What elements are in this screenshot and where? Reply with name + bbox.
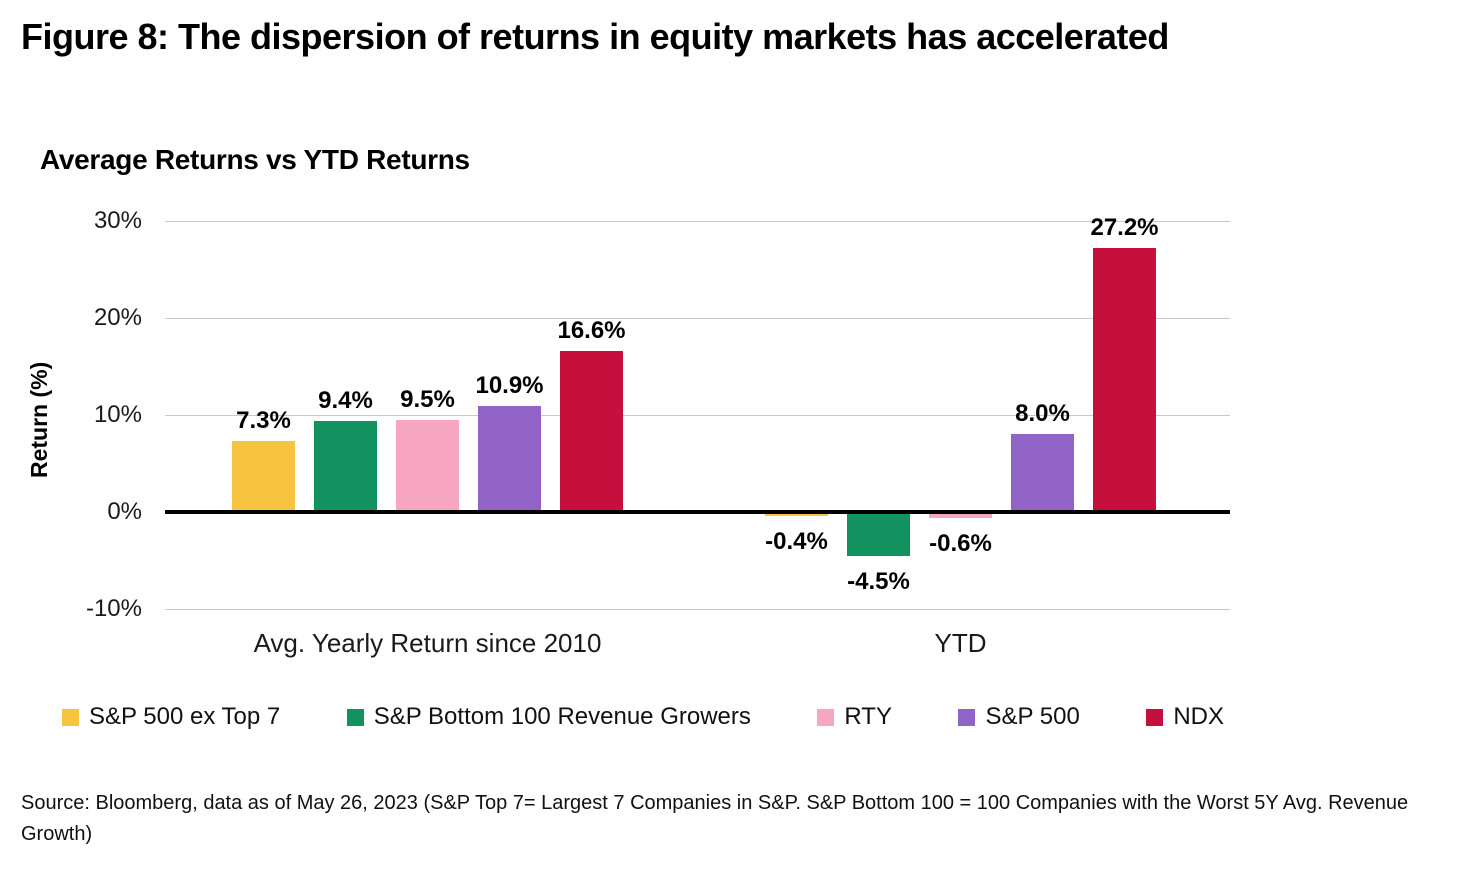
y-tick-label: 10% — [93, 401, 142, 428]
bar-value-label: -0.6% — [929, 529, 992, 557]
legend-item: RTY — [817, 703, 892, 731]
plot-area: 7.3% 9.4% 9.5% 10.9% 16.6% Avg. Yearly Return… — [165, 200, 1230, 680]
legend-swatch-icon — [1146, 708, 1164, 726]
bar — [396, 419, 459, 512]
bar — [1093, 248, 1156, 512]
legend: S&P 500 ex Top 7 S&P Bottom 100 Revenue G… — [62, 703, 1224, 731]
x-category-label: Avg. Yearly Return since 2010 — [253, 628, 602, 658]
gridline — [165, 608, 1230, 610]
legend-swatch-icon — [958, 708, 976, 726]
legend-label: S&P Bottom 100 Revenue Growers — [373, 703, 751, 730]
legend-item: S&P 500 ex Top 7 — [62, 703, 280, 731]
source-note: Source: Bloomberg, data as of May 26, 20… — [21, 792, 1409, 845]
legend-item: NDX — [1146, 703, 1224, 731]
x-axis-zero-line — [165, 510, 1230, 514]
bar-value-label: 9.4% — [318, 386, 373, 414]
legend-swatch-icon — [817, 708, 835, 726]
bar — [847, 512, 910, 556]
bar — [478, 406, 541, 512]
legend-swatch-icon — [62, 708, 79, 726]
bar-value-label: 16.6% — [557, 316, 626, 344]
y-tick-label: 30% — [93, 207, 142, 234]
gridline — [165, 220, 1230, 222]
bar — [929, 512, 992, 518]
y-tick-label: -10% — [85, 595, 142, 622]
bar-value-label: -0.4% — [765, 527, 828, 555]
bar-value-label: 9.5% — [400, 385, 455, 413]
bar-value-label: 10.9% — [475, 372, 544, 400]
legend-label: S&P 500 — [985, 703, 1080, 730]
bar-value-label: 27.2% — [1090, 214, 1159, 242]
y-axis-label: Return (%) — [26, 361, 52, 479]
legend-label: NDX — [1173, 703, 1224, 730]
bar — [314, 420, 377, 512]
y-tick-label: 0% — [107, 498, 142, 525]
bar — [232, 441, 295, 512]
bar-value-label: 7.3% — [236, 407, 291, 435]
bar-value-label: 8.0% — [1015, 400, 1070, 428]
legend-label: S&P 500 ex Top 7 — [89, 703, 281, 730]
bar — [1011, 434, 1074, 512]
y-ticks: 30% 20% 10% 0% -10% — [52, 200, 142, 680]
legend-item: S&P 500 — [958, 703, 1080, 731]
legend-swatch-icon — [346, 708, 364, 726]
chart-title: Average Returns vs YTD Returns — [40, 144, 470, 175]
gridline — [165, 317, 1230, 319]
bar-value-label: -4.5% — [847, 567, 910, 595]
x-category-label: YTD — [934, 628, 987, 658]
y-tick-label: 20% — [93, 304, 142, 331]
bar — [560, 350, 623, 512]
legend-item: S&P Bottom 100 Revenue Growers — [346, 703, 751, 731]
figure-title: Figure 8: The dispersion of returns in e… — [21, 16, 1169, 57]
gridline — [165, 414, 1230, 416]
legend-label: RTY — [844, 703, 892, 730]
